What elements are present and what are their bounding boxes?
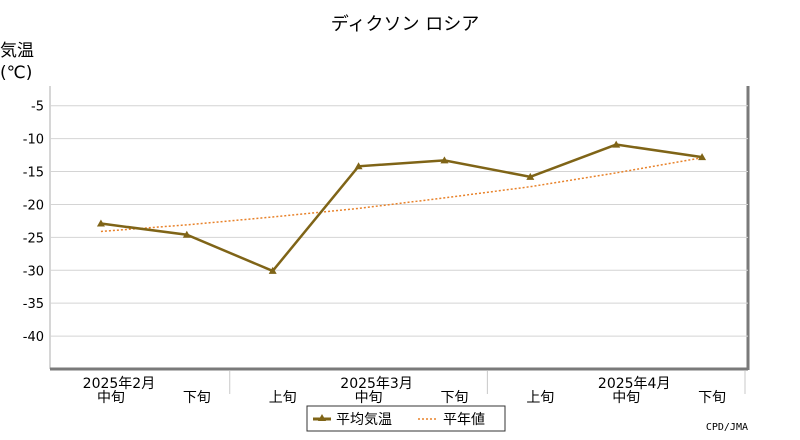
series-line	[100, 143, 703, 273]
y-tick-label: -30	[23, 264, 44, 279]
legend: 平均気温 平年値	[306, 405, 506, 432]
legend-marker-average	[318, 414, 326, 421]
y-tick-label: -5	[31, 100, 44, 115]
y-axis-label-line1: 気温	[0, 41, 34, 61]
y-tick-label: -20	[23, 198, 44, 213]
series-line	[100, 156, 703, 233]
y-tick-label: -35	[23, 297, 44, 312]
x-tick-label: 下旬	[440, 390, 468, 406]
x-tick-label: 下旬	[183, 390, 211, 406]
plot-area	[50, 86, 748, 369]
x-tick-label: 下旬	[698, 390, 726, 406]
x-tick-label: 中旬	[355, 390, 383, 406]
data-point	[440, 156, 449, 164]
data-point	[354, 162, 363, 170]
chart-title: ディクソン ロシア	[331, 14, 479, 35]
legend-label-normal: 平年値	[443, 412, 485, 428]
data-point	[612, 140, 621, 148]
data-point	[96, 219, 105, 227]
data-point	[698, 153, 707, 161]
x-tick-label: 中旬	[97, 390, 125, 406]
y-tick-label: -15	[23, 166, 44, 181]
data-point	[268, 266, 277, 274]
credit: CPD/JMA	[706, 422, 748, 433]
y-tick-label: -25	[23, 231, 44, 246]
data-point	[182, 230, 191, 238]
y-tick-label: -10	[23, 133, 44, 148]
data-point	[526, 172, 535, 180]
month-label: 2025年4月	[598, 376, 671, 392]
y-tick-label: -40	[23, 330, 44, 345]
legend-box	[306, 405, 506, 432]
x-tick-label: 上旬	[526, 390, 554, 406]
month-label: 2025年3月	[340, 376, 413, 392]
x-tick-label: 中旬	[612, 390, 640, 406]
month-label: 2025年2月	[83, 376, 156, 392]
y-axis-label-line2: (℃)	[0, 63, 32, 83]
legend-label-average: 平均気温	[336, 412, 392, 428]
x-tick-label: 上旬	[269, 390, 297, 406]
